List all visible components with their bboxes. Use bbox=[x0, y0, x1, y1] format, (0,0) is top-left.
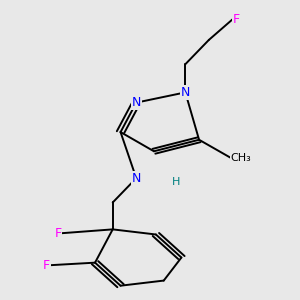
Text: N: N bbox=[132, 96, 141, 109]
Text: F: F bbox=[43, 259, 50, 272]
Text: N: N bbox=[132, 172, 141, 185]
Text: N: N bbox=[181, 86, 190, 99]
Text: F: F bbox=[55, 227, 62, 240]
Text: CH₃: CH₃ bbox=[230, 153, 251, 163]
Text: F: F bbox=[232, 13, 240, 26]
Text: H: H bbox=[172, 177, 180, 187]
